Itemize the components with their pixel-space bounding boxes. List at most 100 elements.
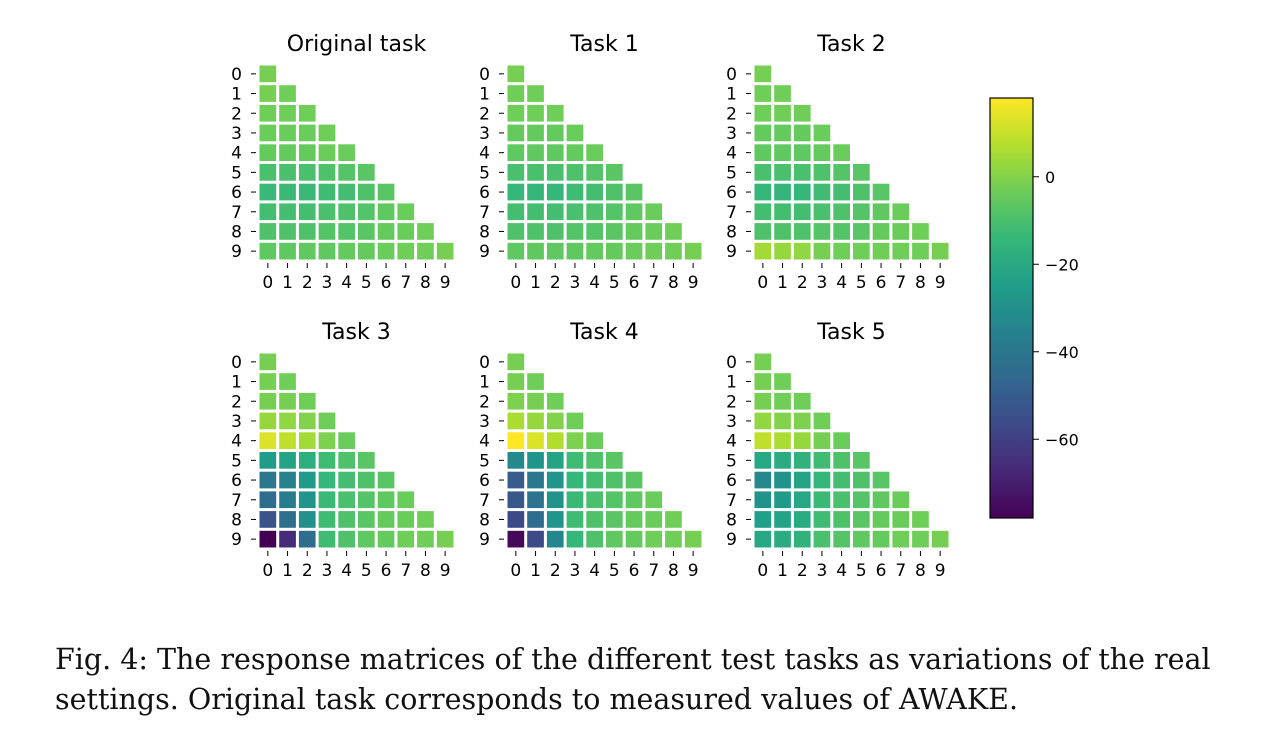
heatmap-cell	[527, 85, 544, 102]
heatmap-cell	[645, 242, 663, 260]
heatmap-cell	[338, 164, 355, 181]
heatmap-cell	[298, 491, 316, 509]
heatmap-cell	[358, 242, 375, 260]
heatmap-cell	[625, 511, 643, 528]
x-tick-label: 1	[282, 561, 293, 581]
heatmap-cell	[507, 412, 525, 430]
heatmap-cell	[338, 144, 355, 161]
heatmap-cell	[853, 203, 870, 221]
heatmap-cell	[259, 511, 277, 528]
y-tick-label: 9	[726, 530, 737, 550]
x-tick-label: 6	[876, 273, 887, 293]
heatmap-cell	[527, 511, 544, 528]
y-tick-label: 5	[479, 451, 490, 471]
heatmap-cell	[507, 511, 525, 528]
heatmap-cell	[892, 491, 910, 509]
heatmap-cell	[833, 432, 850, 449]
heatmap-cell	[813, 432, 831, 449]
heatmap-cell	[793, 491, 811, 509]
heatmap-cell	[259, 183, 277, 201]
y-tick-label: 9	[231, 242, 242, 262]
heatmap-cell	[259, 392, 277, 410]
x-tick-label: 6	[876, 561, 887, 581]
heatmap-cell	[774, 223, 791, 240]
heatmap-cell	[259, 353, 277, 371]
heatmap-cell	[754, 85, 772, 102]
colorbar-tick-label: 0	[1045, 168, 1055, 187]
heatmap-cell	[546, 452, 564, 469]
heatmap-cell	[358, 471, 375, 489]
heatmap-cell	[872, 242, 890, 260]
heatmap-cell	[338, 242, 355, 260]
heatmap-cell	[754, 491, 772, 509]
heatmap-cell	[527, 124, 544, 142]
heatmap-cell	[872, 203, 890, 221]
heatmap-cell	[833, 491, 850, 509]
heatmap-cell	[625, 203, 643, 221]
heatmap-cell	[813, 124, 831, 142]
colorbar-scale	[989, 97, 1034, 519]
heatmap-cell	[813, 183, 831, 201]
y-tick-label: 6	[231, 183, 242, 203]
heatmap-cell	[566, 452, 584, 469]
heatmap-cell	[546, 530, 564, 548]
panel-title: Task 3	[321, 320, 390, 345]
x-tick-label: 3	[817, 561, 828, 581]
heatmap-cell	[754, 183, 772, 201]
heatmap-cell	[298, 124, 316, 142]
x-tick-label: 8	[915, 273, 926, 293]
x-tick-label: 1	[282, 273, 293, 293]
y-tick-label: 9	[726, 242, 737, 262]
x-tick-label: 2	[797, 561, 808, 581]
y-tick-label: 2	[726, 392, 737, 412]
heatmap-cell	[793, 452, 811, 469]
heatmap-cell	[507, 491, 525, 509]
y-tick-label: 2	[231, 392, 242, 412]
heatmap-cell	[793, 530, 811, 548]
heatmap-cell	[586, 203, 603, 221]
y-tick-label: 3	[479, 124, 490, 144]
heatmap-cell	[872, 471, 890, 489]
heatmap-cell	[774, 491, 791, 509]
y-tick-label: 0	[231, 65, 242, 85]
heatmap-cell	[793, 471, 811, 489]
x-tick-label: 3	[570, 273, 581, 293]
heatmap-cell	[279, 242, 296, 260]
heatmap-cell	[527, 471, 544, 489]
heatmap-cell	[377, 203, 395, 221]
heatmap-cell	[774, 392, 791, 410]
heatmap-cell	[665, 511, 682, 528]
colorbar-tick-label: −20	[1045, 255, 1079, 274]
y-tick-label: 8	[479, 510, 490, 530]
heatmap-cell	[853, 511, 870, 528]
heatmap-cell	[358, 183, 375, 201]
x-tick-label: 0	[757, 273, 768, 293]
heatmap-cell	[259, 104, 277, 122]
heatmap-cell	[527, 412, 544, 430]
heatmap-cell	[377, 183, 395, 201]
x-tick-label: 9	[440, 561, 451, 581]
heatmap-cell	[774, 203, 791, 221]
y-tick-label: 3	[231, 124, 242, 144]
heatmap-cell	[853, 164, 870, 181]
heatmap-cell	[872, 511, 890, 528]
heatmap-cell	[546, 412, 564, 430]
heatmap-cell	[279, 104, 296, 122]
y-tick-label: 4	[231, 144, 242, 164]
heatmap-cell	[774, 85, 791, 102]
x-tick-label: 4	[836, 273, 847, 293]
heatmap-cell	[279, 392, 296, 410]
heatmap-cell	[259, 530, 277, 548]
heatmap-cell	[774, 164, 791, 181]
x-tick-label: 1	[530, 561, 541, 581]
heatmap-cell	[279, 85, 296, 102]
heatmap-cell	[507, 203, 525, 221]
heatmap-cell	[892, 511, 910, 528]
heatmap-cell	[684, 242, 702, 260]
x-tick-label: 1	[777, 273, 788, 293]
panel-title: Task 5	[816, 320, 885, 345]
x-tick-label: 4	[341, 273, 352, 293]
heatmap-cell	[436, 242, 454, 260]
y-tick-label: 7	[479, 203, 490, 223]
